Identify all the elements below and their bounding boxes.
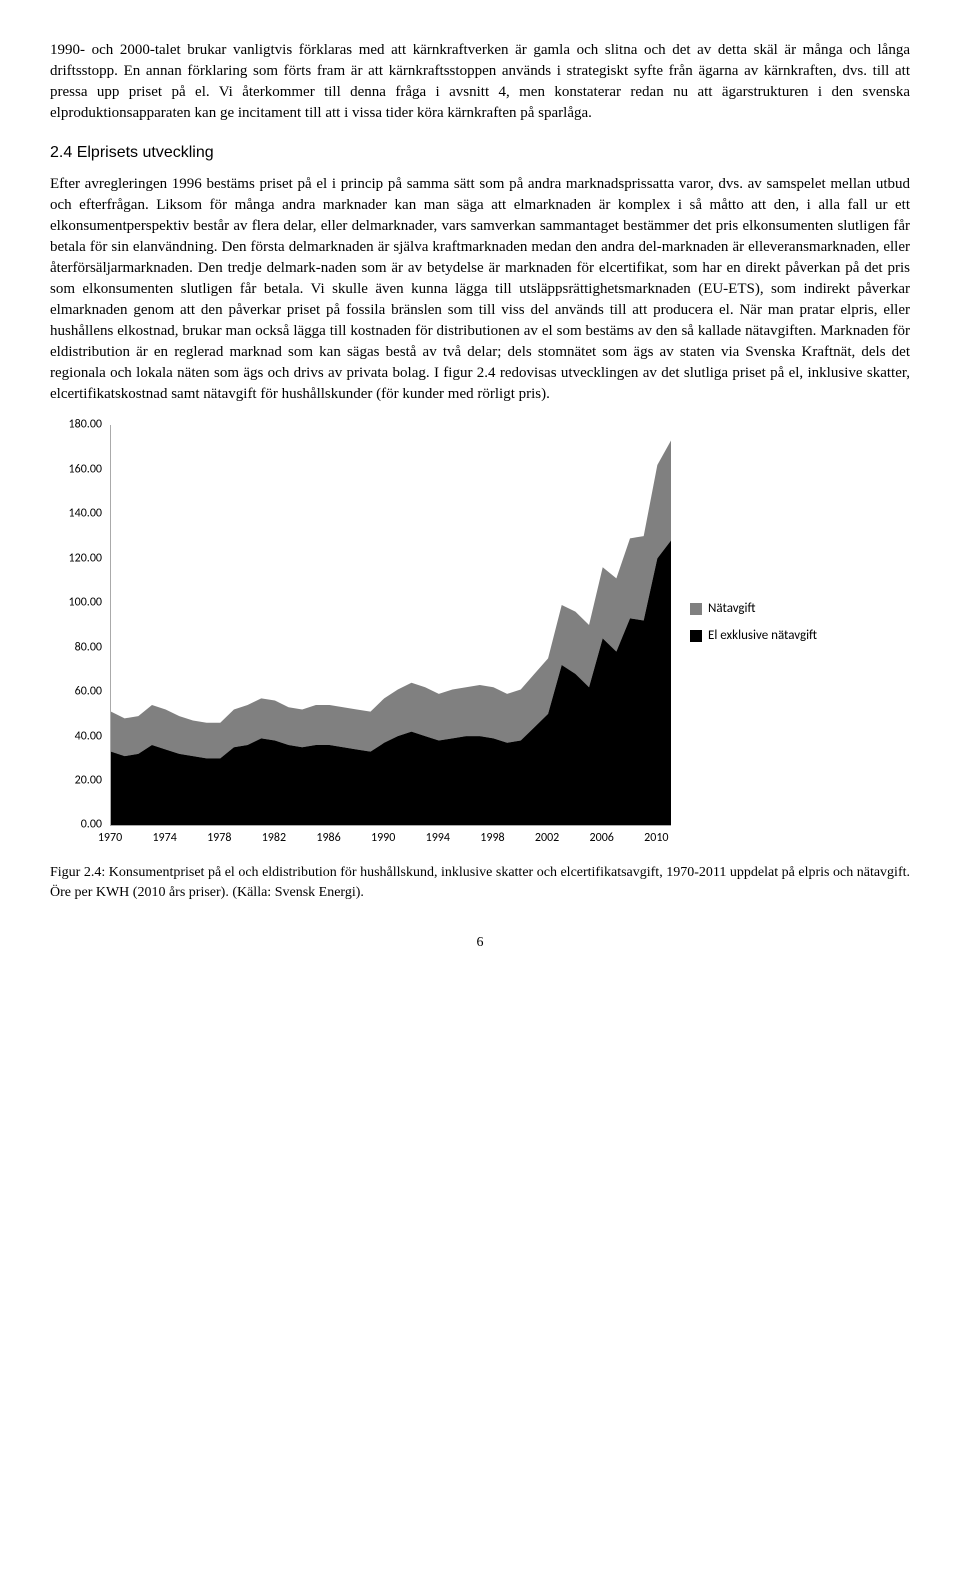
section-heading: 2.4 Elprisets utveckling	[50, 142, 910, 164]
x-tick-label: 1970	[98, 830, 122, 847]
figure-caption: Figur 2.4: Konsumentpriset på el och eld…	[50, 863, 910, 902]
x-tick-label: 1994	[426, 830, 450, 847]
price-chart: 0.00 20.00 40.00 60.00 80.00 100.00 120.00 140.…	[50, 425, 870, 855]
paragraph-1: 1990- och 2000-talet brukar vanligtvis f…	[50, 40, 910, 124]
y-tick-label: 100.00	[52, 595, 102, 612]
x-tick-label: 2002	[535, 830, 559, 847]
legend-row: El exklusive nätavgift	[690, 627, 817, 645]
legend-swatch-el	[690, 630, 702, 642]
chart-legend: Nätavgift El exklusive nätavgift	[690, 600, 817, 652]
y-tick-label: 60.00	[52, 684, 102, 701]
page-number: 6	[50, 933, 910, 953]
y-tick-label: 120.00	[52, 550, 102, 567]
legend-swatch-natavgift	[690, 603, 702, 615]
legend-label: El exklusive nätavgift	[708, 627, 817, 645]
x-tick-label: 1974	[152, 830, 176, 847]
y-tick-label: 20.00	[52, 773, 102, 790]
x-tick-label: 2006	[590, 830, 614, 847]
x-tick-label: 1982	[262, 830, 286, 847]
legend-row: Nätavgift	[690, 600, 817, 618]
chart-plot-area	[110, 425, 671, 826]
y-tick-label: 0.00	[52, 817, 102, 834]
paragraph-2: Efter avregleringen 1996 bestäms priset …	[50, 174, 910, 405]
y-tick-label: 180.00	[52, 417, 102, 434]
y-tick-label: 160.00	[52, 461, 102, 478]
legend-label: Nätavgift	[708, 600, 756, 618]
x-tick-label: 2010	[644, 830, 668, 847]
y-tick-label: 40.00	[52, 728, 102, 745]
y-tick-label: 140.00	[52, 506, 102, 523]
x-tick-label: 1990	[371, 830, 395, 847]
x-tick-label: 1998	[480, 830, 504, 847]
x-tick-label: 1978	[207, 830, 231, 847]
x-tick-label: 1986	[316, 830, 340, 847]
chart-svg	[111, 425, 671, 825]
y-tick-label: 80.00	[52, 639, 102, 656]
